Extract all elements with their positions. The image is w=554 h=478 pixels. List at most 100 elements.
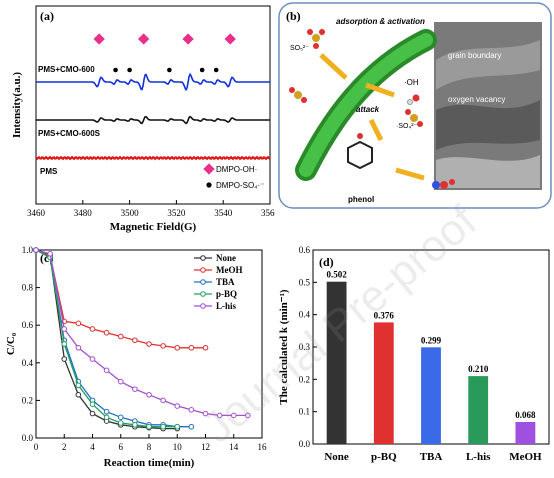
x-tick-label: 3520 [167,208,186,218]
bar-value-label: 0.068 [515,410,536,420]
data-point [75,344,82,351]
data-point [146,423,152,430]
category-label: TBA [420,451,443,463]
curve-label: PMS [40,167,58,176]
y-tick-label: 0.6 [299,245,311,255]
x-tick-label: 3560 [261,208,275,218]
tem-texture [436,40,540,90]
phenol-molecule-icon [347,133,373,170]
data-point [202,410,209,417]
x-tick-label: 3480 [74,208,93,218]
tem-label-vacancy: oxygen vacancy [448,95,505,104]
data-point [103,414,110,421]
data-point [103,367,110,374]
data-point [132,422,138,428]
x-axis-label: Magnetic Field(G) [110,221,197,233]
data-point [146,341,152,347]
mechanism-diagram: (b) grain boundary oxygen vacancy adsorp… [278,2,552,209]
y-tick-label: 0.5 [299,277,311,287]
sulfate-molecule-icon [289,87,307,103]
category-label: MeOH [509,451,542,463]
data-point [75,391,82,398]
dot-marker-icon [113,67,118,73]
data-point [117,333,124,340]
spectrum-line [36,72,270,92]
legend-label: DMPO-OH· [216,165,257,174]
data-point [61,356,68,362]
epr-spectrum-chart: (a) Intensity(a.u.) Magnetic Field(G) 34… [11,5,280,233]
panel-d: (d) The calculated k (min⁻¹) 0.0 0.1 0.2 0.… [277,238,554,473]
bar [468,376,489,444]
data-point [160,343,166,349]
legend-marker [200,279,206,285]
sulfate-molecule-icon [307,29,325,49]
data-point [61,326,68,332]
curve-label: PMS+CMO-600 [38,65,95,74]
legend-marker [200,291,206,297]
data-point [103,408,110,415]
bar-value-label: 0.299 [421,335,442,345]
x-tick-label: 6 [119,442,124,452]
bar-value-label: 0.376 [374,310,395,320]
series-line [35,249,192,428]
so5-label: SO₅²⁻ [290,45,309,52]
y-tick-label: 0.4 [299,310,311,320]
y-axis-label: C/C₀ [5,332,17,355]
y-axis-label: Intensity(a.u.) [11,72,23,138]
water-molecule-icon [407,94,420,105]
data-point [160,397,166,404]
data-point [188,407,195,413]
plot-frame [35,5,271,205]
legend-label: DMPO-SO₄·⁻ [216,181,264,190]
data-point [230,412,237,419]
y-tick-label: 0.2 [22,395,33,405]
tem-texture [436,155,540,188]
tem-texture [436,100,540,150]
x-tick-label: 0 [34,442,39,452]
data-point [89,401,96,407]
panel-label: (a) [40,9,54,23]
bar [421,347,441,444]
dot-legend-icon [206,182,212,188]
series-lines [33,247,251,432]
data-point [216,412,223,419]
panel-c: (c) C/C₀ Reaction time(min) 0 2 4 6 8 10 12 14 1… [0,238,275,473]
phenol-label: phenol [348,195,374,204]
x-axis-label: Reaction time(min) [104,457,195,469]
x-tick-label: 8 [147,442,152,452]
y-axis-label: The calculated k (min⁻¹) [278,289,290,404]
data-point [174,344,181,351]
diamond-marker-icon [224,33,236,45]
bar-value-label: 0.210 [468,364,489,374]
arrow-icon [319,53,348,80]
legend-label: p-BQ [216,289,237,299]
sulfate-molecule-icon [405,109,423,127]
diamond-marker-icon [93,33,105,45]
y-tick-label: 0.4 [22,358,34,368]
dot-marker-icon [199,67,205,73]
data-point [117,420,124,426]
data-point [188,423,195,430]
oh-label: ·OH [404,78,419,87]
category-label: None [324,451,349,463]
legend-label: L-his [216,301,237,311]
data-point [117,378,124,385]
rate-constant-bar-chart: (d) The calculated k (min⁻¹) 0.00.10.20.… [278,245,550,463]
y-tick-label: 0.8 [22,283,34,293]
bar [515,422,536,444]
data-point [117,414,124,421]
dot-marker-icon [167,67,172,73]
data-point [89,326,96,332]
x-axis-ticks: 3460 3480 3500 3520 3540 3560 [27,200,280,218]
bar [373,322,394,444]
adsorption-label: adsorption & activation [336,17,425,26]
data-point [89,356,96,362]
axis-ticks: 0.0 0.1 0.2 0.3 0.4 0.5 0.6 [299,245,317,449]
arrow-icon [395,167,425,181]
x-tick-label: 3540 [214,208,233,218]
data-point [132,337,138,344]
spectrum-line [36,115,270,125]
series-line [35,249,206,349]
axis-ticks: 0 2 4 6 8 10 12 14 16 0.0 0.2 0.4 0.6 0.8 1.0 [22,245,267,452]
bar-value-label: 0.502 [326,270,347,280]
